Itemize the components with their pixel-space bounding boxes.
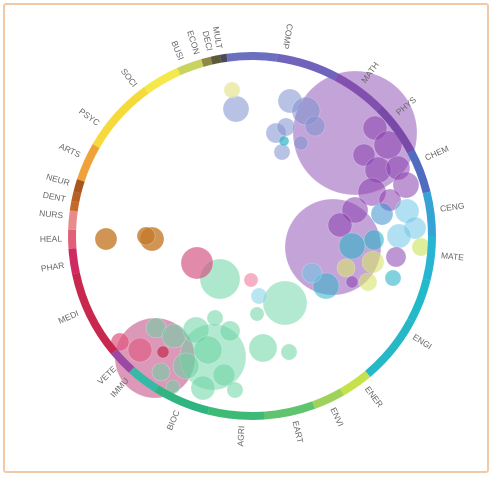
ring-segment xyxy=(376,105,415,154)
bubble xyxy=(293,135,309,151)
ring-segment xyxy=(207,406,265,420)
bubble xyxy=(206,309,224,327)
category-label-neur: NEUR xyxy=(45,171,71,187)
ring-segment xyxy=(143,67,181,94)
bubble xyxy=(276,117,296,137)
bubble xyxy=(136,226,156,246)
ring-segment xyxy=(264,401,315,420)
ring-segment xyxy=(201,56,213,67)
category-label-bioc: BIOC xyxy=(164,409,181,432)
category-label-mate: MATE xyxy=(441,250,465,262)
category-label-phar: PHAR xyxy=(40,260,65,274)
bubble xyxy=(345,275,359,289)
bubble xyxy=(248,333,278,363)
ring-segment xyxy=(422,235,436,281)
category-label-eart: EART xyxy=(291,420,306,444)
bubble xyxy=(180,246,214,280)
ring-segment xyxy=(407,278,431,323)
ring-segment xyxy=(71,191,82,203)
category-label-vete: VETE xyxy=(95,364,118,387)
category-label-soci: SOCI xyxy=(119,66,140,89)
ring-segment xyxy=(69,200,80,212)
bubble xyxy=(212,363,236,387)
bubble xyxy=(338,232,366,260)
bubble xyxy=(358,272,378,292)
ring-segment xyxy=(77,144,100,182)
bubble xyxy=(172,352,200,380)
ring-segment xyxy=(312,388,344,409)
bubble xyxy=(222,95,250,123)
ring-segment xyxy=(72,272,118,355)
bubble xyxy=(156,345,170,359)
bubble xyxy=(193,335,223,365)
bubble xyxy=(262,280,308,326)
category-label-nurs: NURS xyxy=(39,208,64,220)
bubble xyxy=(243,272,259,288)
ring-segment xyxy=(177,59,204,76)
bubble xyxy=(249,306,265,322)
category-ring xyxy=(68,52,436,420)
ring-segment xyxy=(154,385,210,415)
ring-segment xyxy=(334,73,383,112)
category-label-agri: AGRI xyxy=(235,425,246,446)
category-label-medi: MEDI xyxy=(57,308,80,326)
category-label-ener: ENER xyxy=(363,384,385,409)
ring-segment xyxy=(365,318,415,377)
bubble xyxy=(219,320,241,342)
bubble xyxy=(361,250,385,274)
bubble xyxy=(226,381,244,399)
bubble xyxy=(278,135,290,147)
ring-segment xyxy=(111,349,135,373)
ring-segment xyxy=(128,366,159,393)
bubble xyxy=(127,337,153,363)
bubble xyxy=(370,202,394,226)
bubble xyxy=(341,196,369,224)
bubble xyxy=(161,323,187,349)
category-label-psyc: PSYC xyxy=(77,106,102,128)
ring-segment xyxy=(339,370,371,396)
bubble xyxy=(327,212,353,238)
category-label-deci: DECI xyxy=(201,30,215,52)
ring-segment xyxy=(407,149,431,194)
bubble xyxy=(392,171,420,199)
category-label-comp: COMP xyxy=(281,23,295,50)
category-label-chem: CHEM xyxy=(423,143,450,162)
bubble xyxy=(94,227,118,251)
ring-segment xyxy=(68,210,78,230)
ring-segment xyxy=(422,191,436,237)
bubble xyxy=(280,343,298,361)
bubble xyxy=(223,81,241,99)
bubble xyxy=(301,262,323,284)
bubbles-layer xyxy=(94,70,431,401)
bubble xyxy=(373,130,403,160)
bubble xyxy=(384,269,402,287)
ring-segment xyxy=(68,248,80,275)
bubble xyxy=(273,143,291,161)
bubble xyxy=(385,246,407,268)
category-label-envi: ENVI xyxy=(328,406,345,428)
bubble xyxy=(363,229,385,251)
category-label-mult: MULT xyxy=(211,26,225,50)
category-label-heal: HEAL xyxy=(40,234,63,244)
ring-segment xyxy=(220,53,228,63)
ring-segment xyxy=(276,53,339,81)
ring-segment xyxy=(226,52,278,62)
bubble xyxy=(190,375,216,401)
bubble xyxy=(386,223,412,249)
category-label-engi: ENGI xyxy=(411,332,434,351)
bubble xyxy=(151,362,171,382)
category-label-busi: BUSI xyxy=(169,39,186,61)
category-label-dent: DENT xyxy=(42,190,67,204)
category-label-arts: ARTS xyxy=(58,141,83,160)
bubble xyxy=(336,258,356,278)
category-label-ceng: CENG xyxy=(439,200,465,213)
bubble xyxy=(250,287,268,305)
ring-segment xyxy=(210,54,222,65)
category-label-econ: ECON xyxy=(185,29,202,55)
ring-segment xyxy=(73,179,85,194)
bubble xyxy=(304,115,326,137)
ring-segment xyxy=(92,87,149,149)
